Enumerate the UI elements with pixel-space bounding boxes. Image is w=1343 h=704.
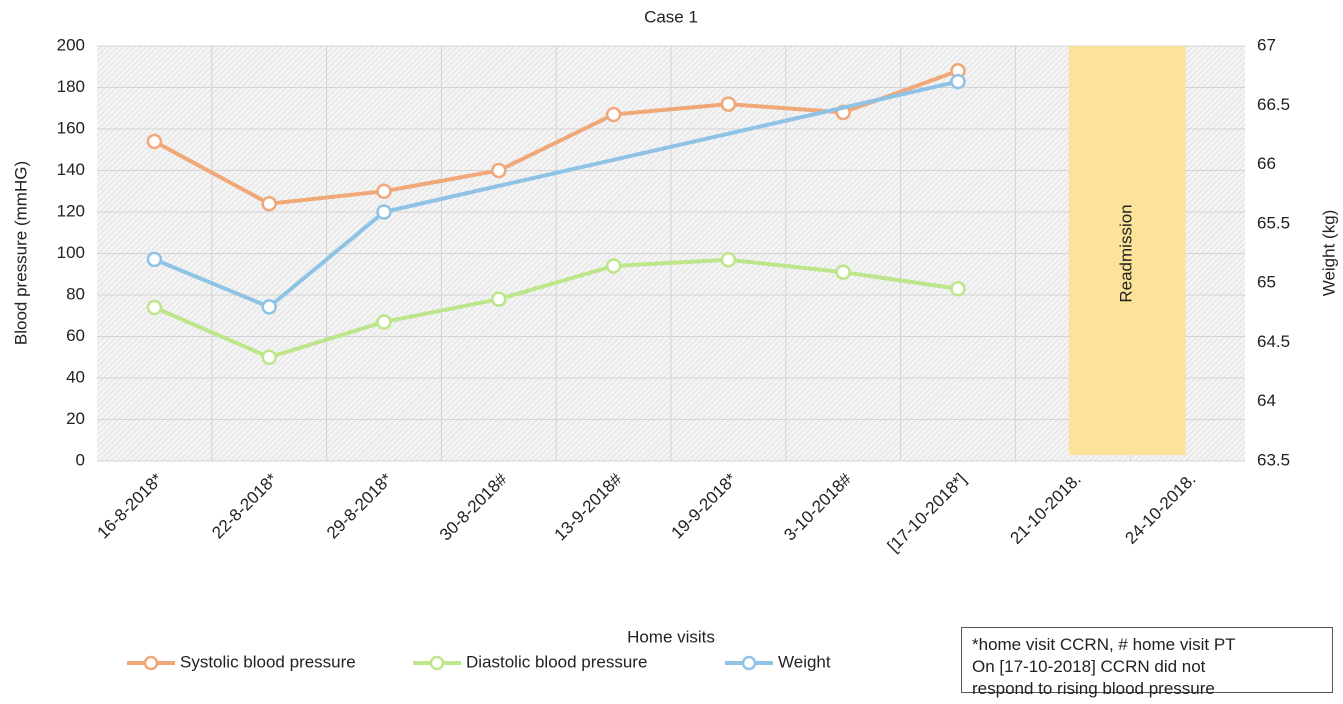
data-point xyxy=(950,73,966,90)
note-line: respond to rising blood pressure xyxy=(972,679,1215,698)
note-line: *home visit CCRN, # home visit PT xyxy=(972,635,1236,654)
data-point xyxy=(835,264,851,280)
y-axis-title: Blood pressure (mmHG) xyxy=(11,161,30,345)
legend-label: Weight xyxy=(778,652,831,671)
y-tick-label: 60 xyxy=(66,326,85,345)
data-point xyxy=(720,96,737,112)
x-tick-label: 29-8-2018* xyxy=(323,469,396,542)
data-point xyxy=(376,183,392,199)
data-point xyxy=(491,291,507,307)
data-point xyxy=(376,204,392,220)
data-point xyxy=(605,258,622,274)
y2-tick-label: 64.5 xyxy=(1257,332,1290,351)
x-tick-label: 30-8-2018# xyxy=(436,469,511,544)
y2-tick-label: 67 xyxy=(1257,35,1276,54)
series-line xyxy=(267,210,386,309)
y2-tick-label: 65 xyxy=(1257,273,1276,292)
y-tick-label: 200 xyxy=(57,35,85,54)
y2-tick-label: 65.5 xyxy=(1257,213,1290,232)
y-tick-label: 80 xyxy=(66,284,85,303)
y-tick-label: 100 xyxy=(57,243,85,262)
data-point xyxy=(605,106,622,123)
y-tick-label: 20 xyxy=(66,409,85,428)
legend-marker xyxy=(429,655,445,671)
x-tick-label: 21-10-2018. xyxy=(1007,470,1085,548)
readmission-band xyxy=(1068,46,1186,455)
y-tick-label: 0 xyxy=(76,450,85,469)
data-point xyxy=(950,281,966,297)
data-point xyxy=(146,299,163,316)
chart-title: Case 1 xyxy=(644,7,698,26)
y-tick-label: 40 xyxy=(66,367,85,386)
legend-marker xyxy=(143,655,159,671)
series-line xyxy=(153,257,270,309)
y-tick-label: 180 xyxy=(57,77,85,96)
data-point xyxy=(720,251,737,268)
y2-tick-label: 63.5 xyxy=(1257,450,1290,469)
data-point xyxy=(261,195,277,212)
note-line: On [17-10-2018] CCRN did not xyxy=(972,657,1206,676)
legend-label: Systolic blood pressure xyxy=(180,652,356,671)
x-tick-label: 16-8-2018* xyxy=(93,469,166,542)
data-point xyxy=(491,162,507,179)
x-tick-label: 3-10-2018# xyxy=(780,469,855,544)
y2-tick-label: 64 xyxy=(1257,391,1276,410)
x-tick-label: 22-8-2018* xyxy=(208,469,281,542)
y-tick-label: 140 xyxy=(57,160,85,179)
series-line xyxy=(153,257,959,360)
note-box: *home visit CCRN, # home visit PT On [17-… xyxy=(961,627,1333,698)
x-tick-label: [17-10-2018*] xyxy=(884,470,970,556)
readmission-label: Readmission xyxy=(1117,204,1136,302)
data-point xyxy=(261,299,277,315)
data-point xyxy=(261,349,277,365)
x-axis-title: Home visits xyxy=(627,627,715,646)
y-tick-label: 160 xyxy=(57,118,85,137)
series-line xyxy=(383,79,959,214)
legend-marker xyxy=(741,655,757,671)
y-tick-label: 120 xyxy=(57,201,85,220)
y2-tick-label: 66.5 xyxy=(1257,95,1290,114)
legend-label: Diastolic blood pressure xyxy=(466,652,647,671)
data-point xyxy=(376,314,392,330)
y2-tick-label: 66 xyxy=(1257,154,1276,173)
data-point xyxy=(146,251,163,268)
data-point xyxy=(146,133,163,150)
x-tick-label: 24-10-2018. xyxy=(1121,470,1199,548)
x-tick-label: 13-9-2018# xyxy=(551,469,626,544)
y2-axis-title: Weight (kg) xyxy=(1319,210,1338,297)
x-tick-label: 19-9-2018* xyxy=(667,469,740,542)
